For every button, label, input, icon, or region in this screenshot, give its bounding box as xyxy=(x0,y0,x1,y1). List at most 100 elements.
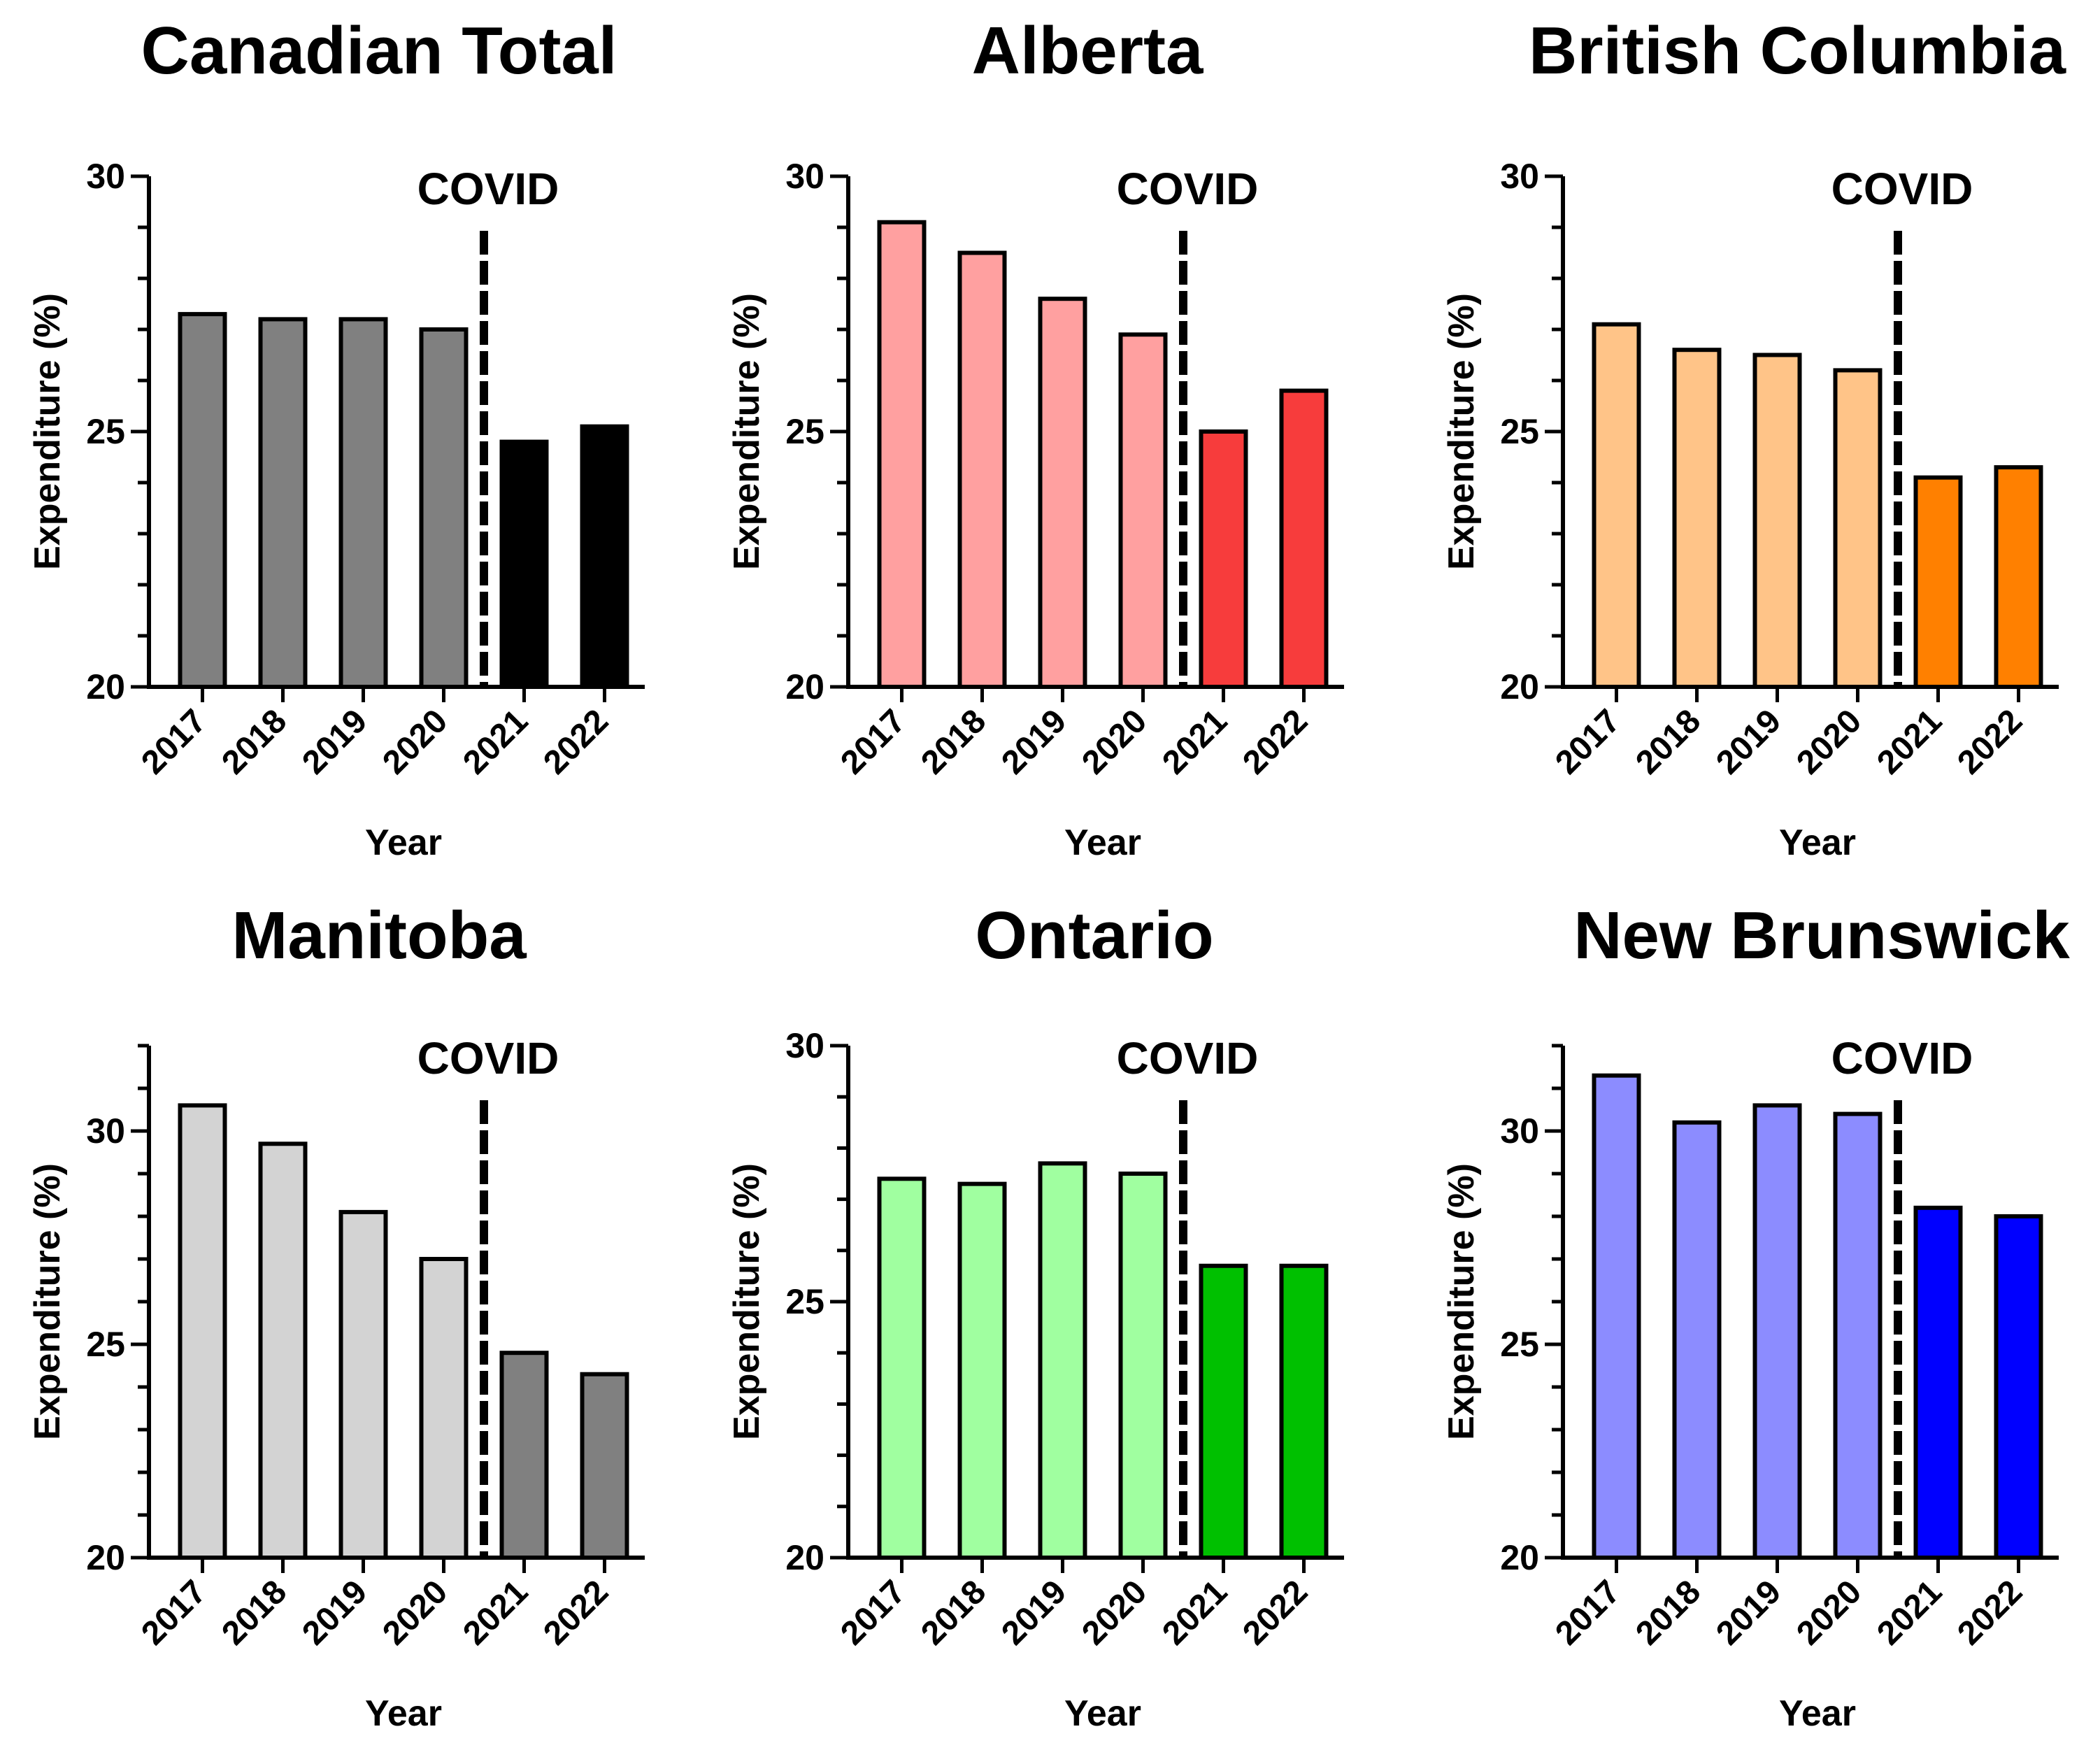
x-tick-label: 2017 xyxy=(1548,1573,1627,1652)
x-axis-title: Year xyxy=(1064,823,1141,863)
chart-title: New Brunswick xyxy=(1573,898,2070,973)
chart-title: Alberta xyxy=(972,13,1203,88)
y-tick-label: 20 xyxy=(1500,667,1539,706)
chart-title: Ontario xyxy=(975,898,1213,973)
y-tick-label: 20 xyxy=(1500,1538,1539,1577)
bar-2018 xyxy=(1672,348,1722,689)
x-tick-label: 2019 xyxy=(1709,1573,1788,1652)
chart-panel-2: Alberta 20 25 30 Expenditure (%) 2017 2018 2019… xyxy=(727,13,1344,863)
bar-2017 xyxy=(178,312,227,690)
y-tick-label: 30 xyxy=(1500,157,1539,196)
bar-2021 xyxy=(1913,475,1963,689)
bar-2019 xyxy=(1752,353,1802,689)
covid-label: COVID xyxy=(417,164,559,214)
bar-2020 xyxy=(1118,332,1168,689)
x-tick-label: 2020 xyxy=(1790,702,1869,781)
x-tick-label: 2019 xyxy=(295,1573,374,1652)
y-tick-label: 25 xyxy=(785,1282,824,1321)
covid-label: COVID xyxy=(1117,164,1259,214)
bar-2021 xyxy=(1913,1205,1963,1560)
y-tick-label: 25 xyxy=(785,412,824,451)
y-tick-label: 25 xyxy=(1500,412,1539,451)
x-tick-label: 2022 xyxy=(536,702,615,781)
x-tick-label: 2022 xyxy=(536,1573,615,1652)
y-axis-title: Expenditure (%) xyxy=(727,1163,767,1440)
x-axis-title: Year xyxy=(365,1693,442,1734)
x-tick-label: 2018 xyxy=(914,702,993,781)
y-tick-label: 30 xyxy=(785,1026,824,1065)
x-tick-label: 2019 xyxy=(1709,702,1788,781)
bar-2018 xyxy=(258,1141,308,1560)
chart-title: Manitoba xyxy=(231,898,527,973)
x-tick-label: 2017 xyxy=(834,702,913,781)
bar-2020 xyxy=(1118,1172,1168,1560)
y-tick-label: 30 xyxy=(1500,1111,1539,1151)
bar-2017 xyxy=(1592,322,1641,689)
x-axis-title: Year xyxy=(365,823,442,863)
y-tick-label: 20 xyxy=(86,1538,125,1577)
y-tick-label: 25 xyxy=(86,412,125,451)
x-axis-title: Year xyxy=(1779,823,1856,863)
x-tick-label: 2017 xyxy=(134,1573,213,1652)
covid-label: COVID xyxy=(1117,1033,1259,1083)
bar-2018 xyxy=(258,317,308,689)
x-axis-title: Year xyxy=(1779,1693,1856,1734)
y-axis-title: Expenditure (%) xyxy=(27,1163,68,1440)
bar-2022 xyxy=(1994,465,2043,689)
bar-2020 xyxy=(1833,1111,1883,1560)
y-tick-label: 30 xyxy=(86,157,125,196)
bar-2022 xyxy=(580,424,629,689)
x-tick-label: 2020 xyxy=(1075,1573,1154,1652)
y-tick-label: 25 xyxy=(86,1325,125,1364)
bar-2019 xyxy=(1752,1103,1802,1560)
x-tick-label: 2022 xyxy=(1236,1573,1315,1652)
bar-2020 xyxy=(419,1257,469,1560)
bar-2019 xyxy=(1038,1161,1087,1560)
chart-panel-3: British Columbia 20 25 30 Expenditure (%) 201… xyxy=(1441,13,2066,863)
x-tick-label: 2018 xyxy=(215,1573,294,1652)
x-tick-label: 2019 xyxy=(994,702,1073,781)
y-axis-title: Expenditure (%) xyxy=(1441,293,1482,570)
x-tick-label: 2020 xyxy=(376,1573,455,1652)
bar-2020 xyxy=(419,327,469,689)
x-tick-label: 2021 xyxy=(1155,1573,1234,1652)
y-axis-title: Expenditure (%) xyxy=(27,293,68,570)
bar-2019 xyxy=(1038,297,1087,689)
x-tick-label: 2022 xyxy=(1950,702,2029,781)
y-tick-label: 25 xyxy=(1500,1325,1539,1364)
chart-panel-4: Manitoba 20 25 30 Expenditure (%) 2017 2018 201… xyxy=(27,898,645,1734)
bar-2018 xyxy=(957,250,1007,689)
covid-label: COVID xyxy=(417,1033,559,1083)
y-tick-label: 30 xyxy=(785,157,824,196)
chart-title: British Columbia xyxy=(1529,13,2066,88)
x-tick-label: 2022 xyxy=(1236,702,1315,781)
bar-2017 xyxy=(178,1103,227,1560)
bar-2017 xyxy=(1592,1073,1641,1560)
bar-2021 xyxy=(499,439,549,689)
bar-2022 xyxy=(580,1372,629,1560)
bar-2019 xyxy=(338,317,388,689)
bar-2021 xyxy=(1199,1263,1248,1560)
y-tick-label: 20 xyxy=(785,1538,824,1577)
y-axis-title: Expenditure (%) xyxy=(1441,1163,1482,1440)
y-tick-label: 20 xyxy=(86,667,125,706)
bar-2017 xyxy=(877,1176,927,1560)
bar-2022 xyxy=(1279,388,1329,689)
x-tick-label: 2017 xyxy=(834,1573,913,1652)
x-tick-label: 2020 xyxy=(1075,702,1154,781)
x-axis-title: Year xyxy=(1064,1693,1141,1734)
x-tick-label: 2021 xyxy=(1155,702,1234,781)
covid-label: COVID xyxy=(1831,1033,1973,1083)
bar-2020 xyxy=(1833,368,1883,690)
y-tick-label: 20 xyxy=(785,667,824,706)
x-tick-label: 2019 xyxy=(295,702,374,781)
y-tick-label: 30 xyxy=(86,1111,125,1151)
bar-2019 xyxy=(338,1209,388,1560)
bar-2017 xyxy=(877,220,927,689)
x-tick-label: 2021 xyxy=(1870,1573,1949,1652)
chart-title: Canadian Total xyxy=(141,13,617,88)
chart-panel-5: Ontario 20 25 30 Expenditure (%) 2017 2018 2019… xyxy=(727,898,1344,1734)
x-tick-label: 2018 xyxy=(914,1573,993,1652)
y-axis-title: Expenditure (%) xyxy=(727,293,767,570)
